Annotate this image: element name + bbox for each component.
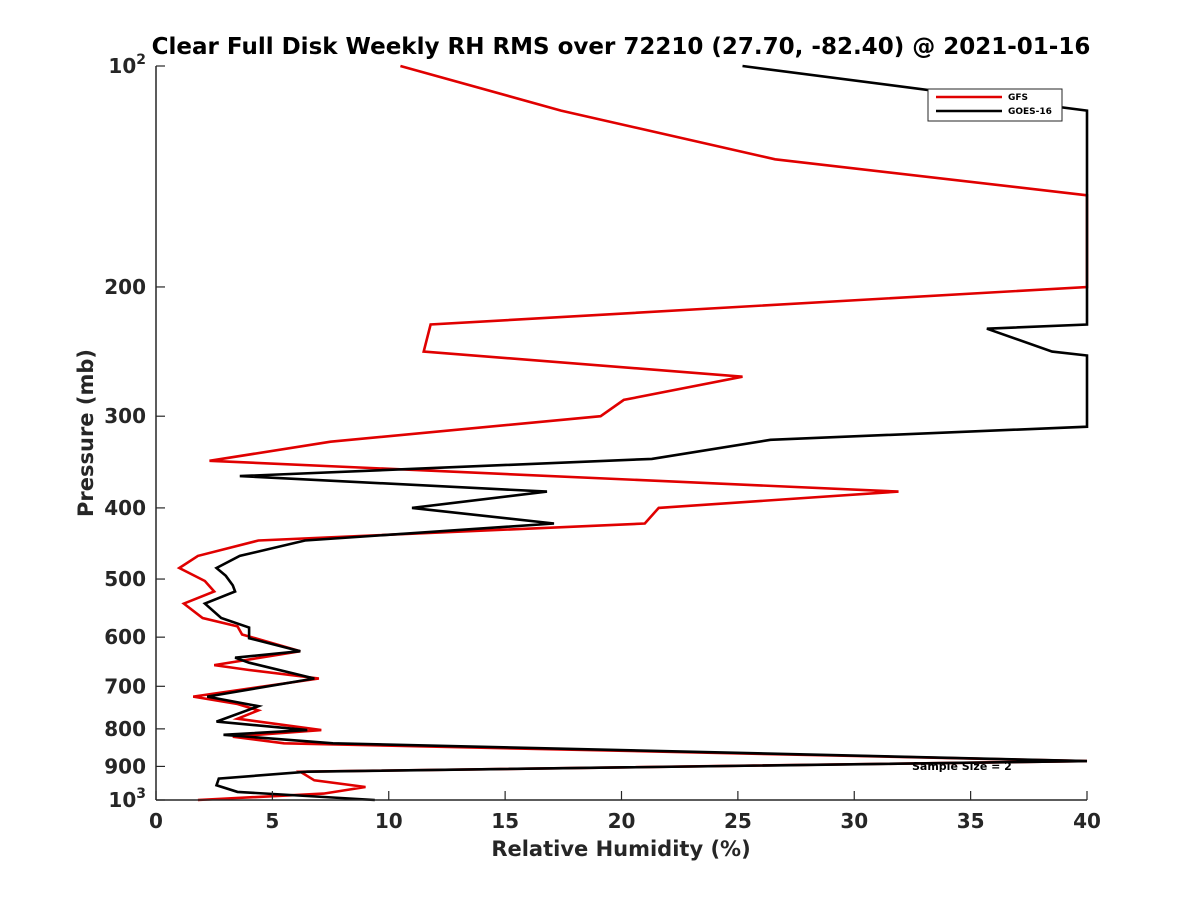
sample-size-annotation: Sample Size = 2 [912,760,1012,773]
x-axis-label: Relative Humidity (%) [491,837,750,861]
y-tick-label: 600 [104,625,146,649]
y-tick-label: 700 [104,674,146,698]
x-tick-label: 25 [724,809,752,833]
x-tick-label: 5 [265,809,279,833]
x-axis-ticks: 0 5 10 15 20 25 30 35 40 [149,791,1101,833]
x-tick-label: 10 [375,809,403,833]
y-tick-label: 103 [108,786,146,812]
y-tick-label: 200 [104,275,146,299]
x-tick-label: 40 [1073,809,1101,833]
y-tick-label: 500 [104,567,146,591]
y-tick-label: 102 [108,52,146,78]
y-axis-ticks: 102 200 300 400 500 600 700 800 900 103 [104,52,165,812]
chart-title: Clear Full Disk Weekly RH RMS over 72210… [152,34,1091,60]
legend-label-gfs: GFS [1008,93,1028,103]
x-tick-label: 15 [491,809,519,833]
legend-box [927,88,1063,122]
y-tick-label: 400 [104,496,146,520]
legend: GFS GOES-16 [927,88,1063,122]
series-line-gfs [176,64,1089,802]
x-tick-label: 20 [608,809,636,833]
x-tick-label: 35 [957,809,985,833]
x-tick-label: 0 [149,809,163,833]
y-tick-label: 300 [104,404,146,428]
series-line-goes16 [202,64,1089,802]
legend-label-goes16: GOES-16 [1008,107,1052,117]
x-tick-label: 30 [840,809,868,833]
plot-area [176,64,1089,802]
y-tick-label: 900 [104,754,146,778]
y-tick-label: 800 [104,717,146,741]
y-axis-label: Pressure (mb) [74,349,98,517]
